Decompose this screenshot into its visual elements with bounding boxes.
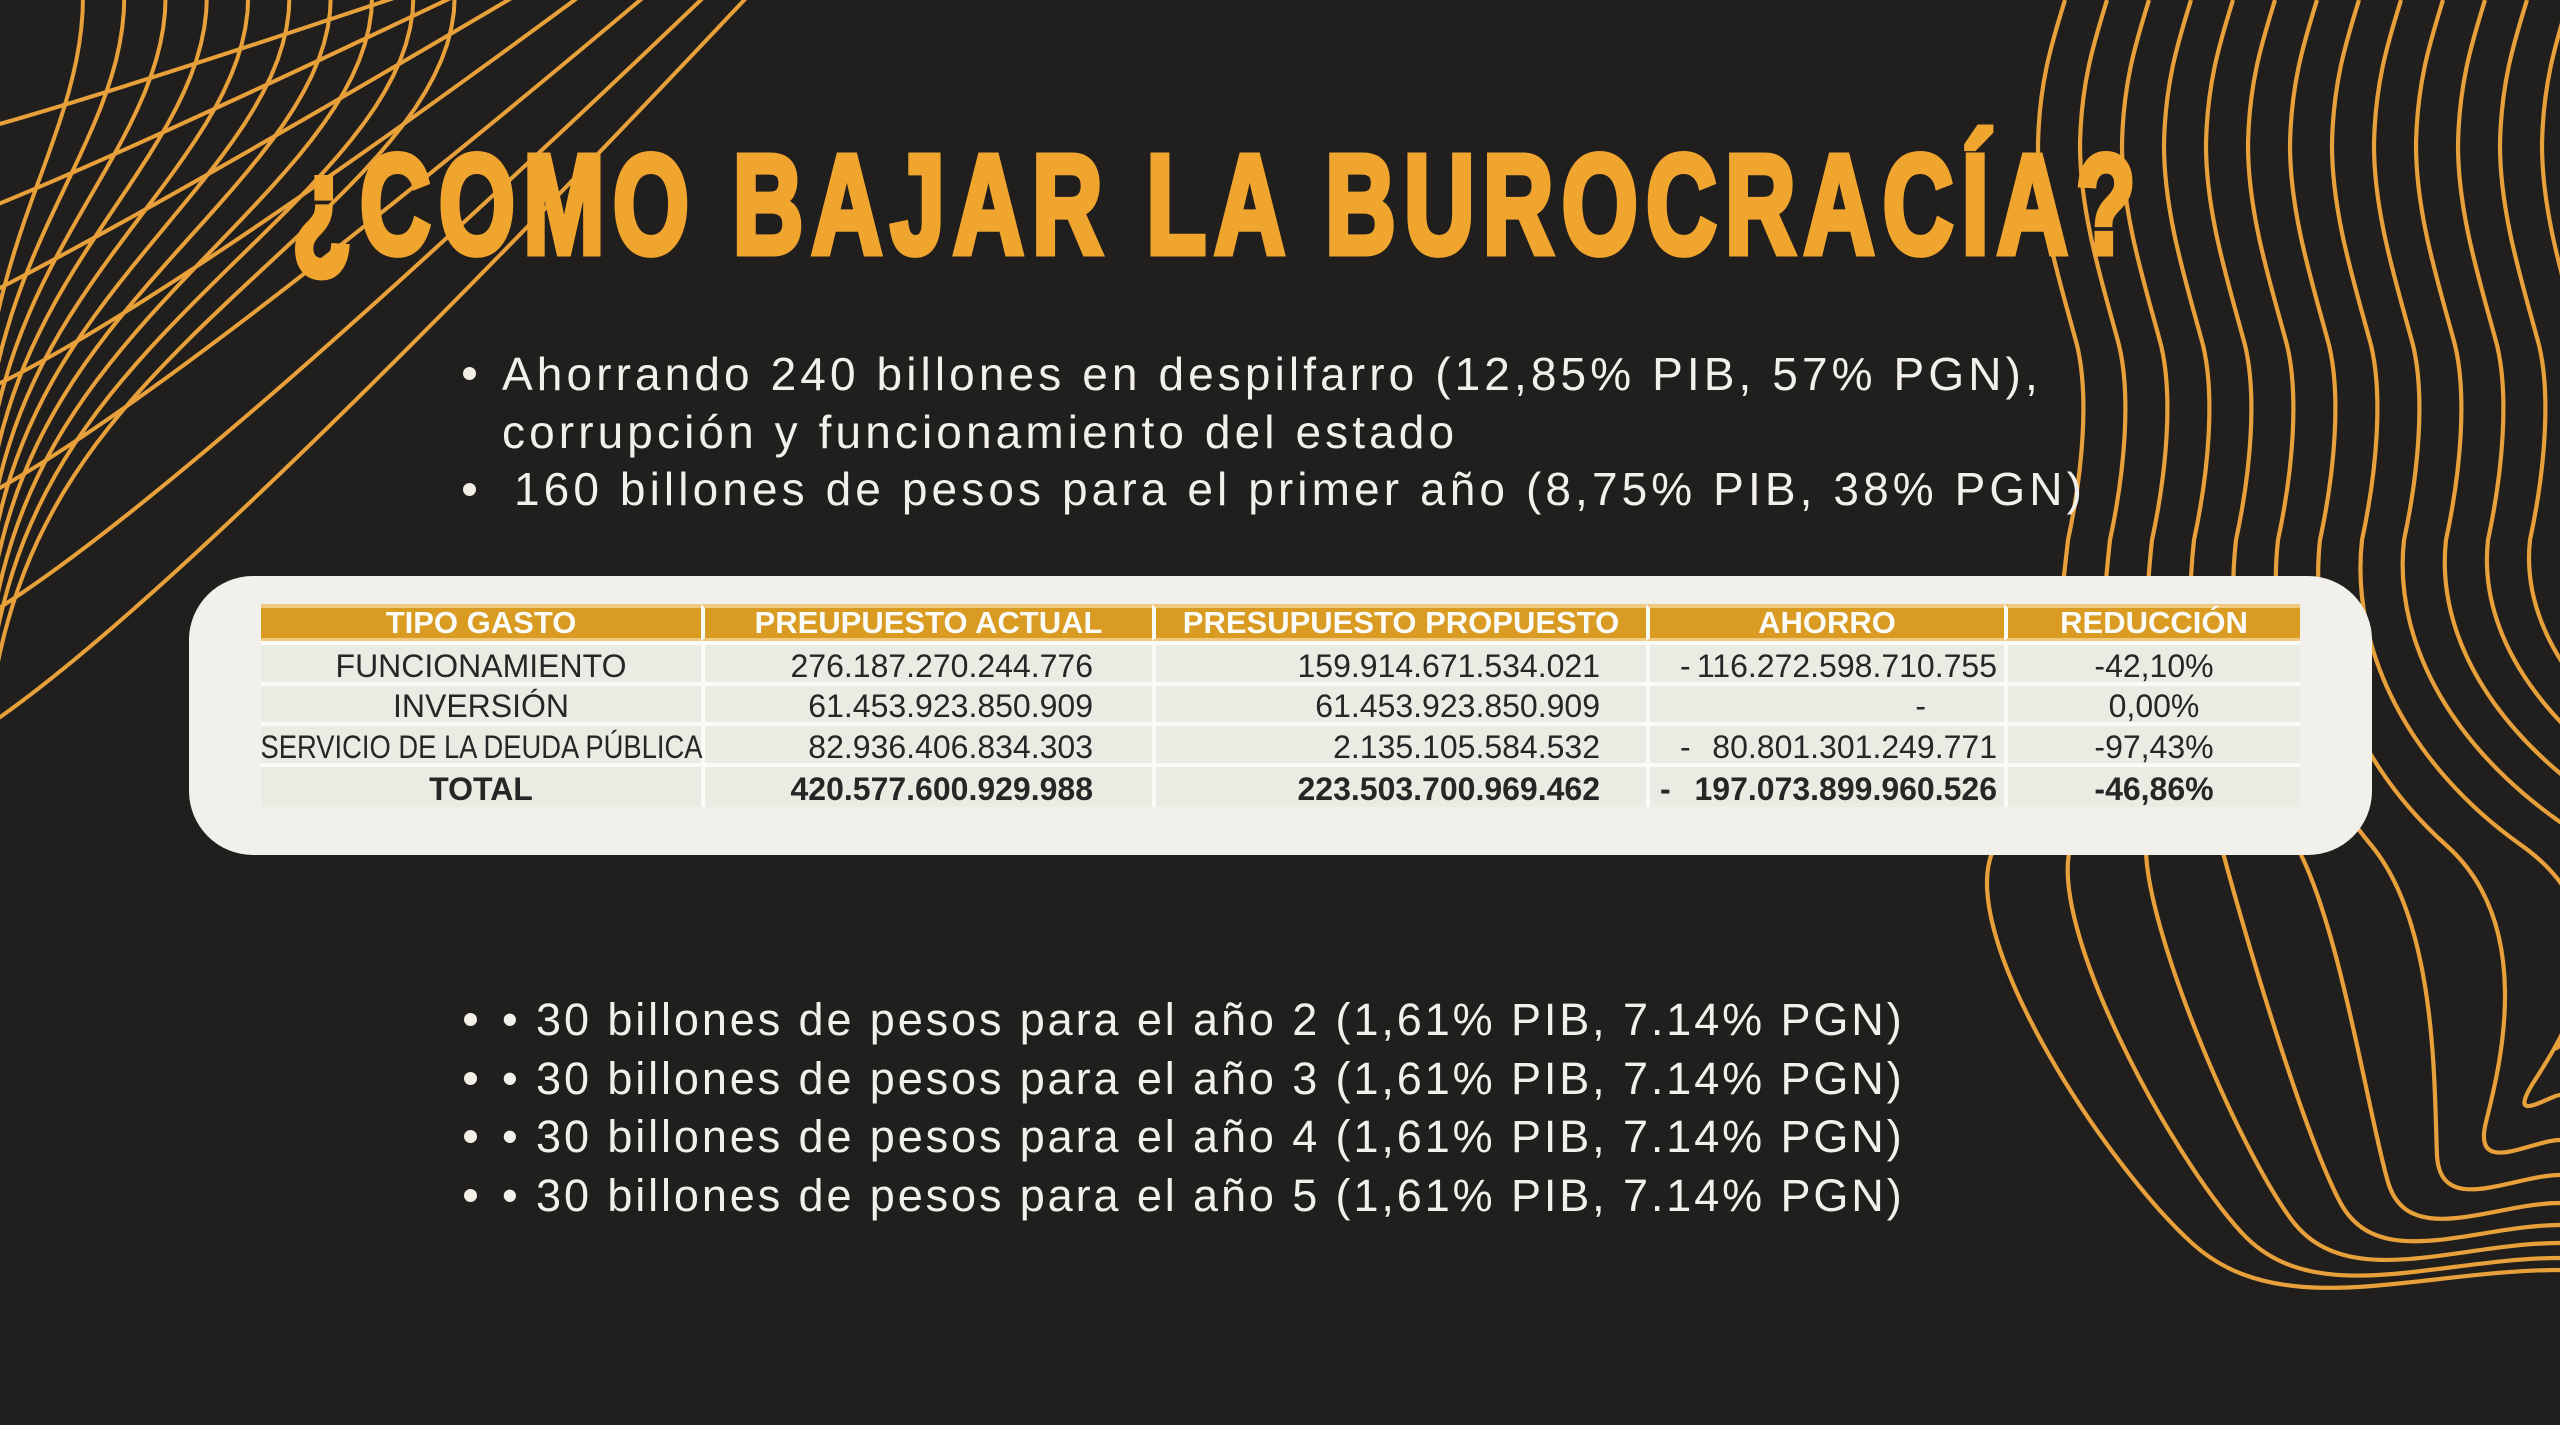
svg-text:¿COMO BAJAR LA BUROCRACÍA?: ¿COMO BAJAR LA BUROCRACÍA? [292, 125, 2144, 283]
